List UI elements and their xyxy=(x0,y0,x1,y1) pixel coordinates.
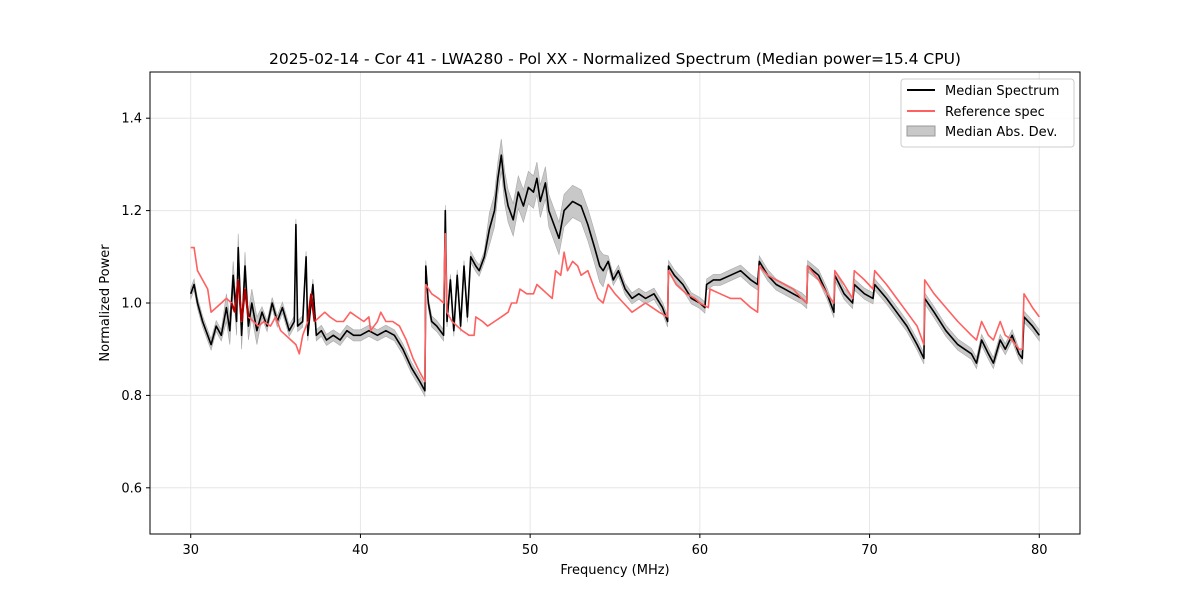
overlap-segment-a xyxy=(230,279,250,322)
x-tick-label: 70 xyxy=(861,543,878,558)
y-axis-ticks: 0.6 0.8 1.0 1.2 1.4 xyxy=(121,112,150,496)
overlap-segment-b xyxy=(306,293,316,322)
mad-band xyxy=(190,138,1040,398)
legend-box xyxy=(900,78,1075,148)
x-tick-label: 60 xyxy=(692,543,709,558)
y-axis-label: Normalized Power xyxy=(98,244,113,362)
x-tick-label: 50 xyxy=(522,543,539,558)
x-tick-label: 80 xyxy=(1031,543,1048,558)
x-axis-ticks: 30 40 50 60 70 80 xyxy=(182,534,1048,558)
y-tick-label: 1.0 xyxy=(121,297,142,312)
legend-label-reference: Reference spec xyxy=(945,105,1045,120)
legend-swatch-mad xyxy=(906,125,936,137)
plot-series xyxy=(189,138,1040,398)
x-tick-label: 30 xyxy=(182,543,199,558)
legend: Median Spectrum Reference spec Median Ab… xyxy=(900,78,1075,148)
chart-title: 2025-02-14 - Cor 41 - LWA280 - Pol XX - … xyxy=(269,50,961,68)
y-tick-label: 0.6 xyxy=(121,481,142,496)
reference-spec-line xyxy=(190,232,1040,383)
x-axis-label: Frequency (MHz) xyxy=(560,563,669,578)
y-tick-label: 0.8 xyxy=(121,389,142,404)
legend-label-median: Median Spectrum xyxy=(945,84,1059,99)
legend-label-mad: Median Abs. Dev. xyxy=(945,125,1057,140)
y-tick-label: 1.4 xyxy=(121,112,142,127)
median-spectrum-line xyxy=(189,154,1040,392)
y-tick-label: 1.2 xyxy=(121,204,142,219)
x-tick-label: 40 xyxy=(352,543,369,558)
